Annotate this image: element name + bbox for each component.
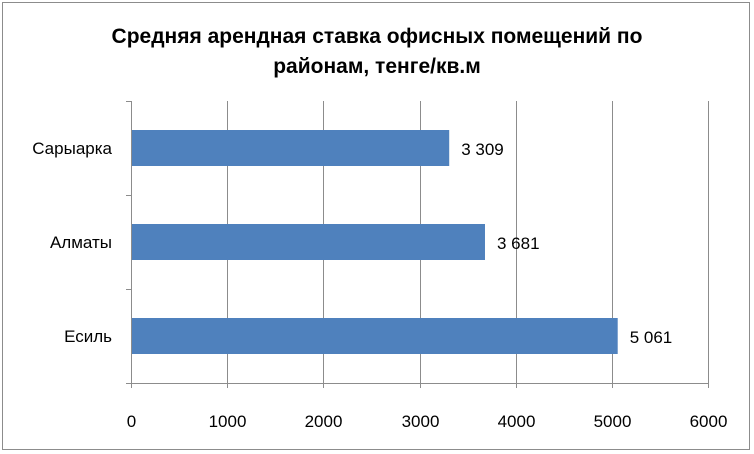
category-label: Есиль: [64, 327, 112, 346]
x-tick-label: 0: [127, 412, 136, 431]
x-tick-label: 1000: [209, 412, 247, 431]
chart-title-line-1: Средняя арендная ставка офисных помещени…: [112, 25, 643, 48]
labels: 0 1000 2000 3000 4000 5000 6000 Сарыарка 3 309 Ал…: [32, 139, 727, 431]
bar: [132, 318, 618, 354]
x-tick-label: 5000: [594, 412, 632, 431]
category-label: Алматы: [50, 233, 112, 252]
category-label: Сарыарка: [32, 139, 112, 158]
data-label: 5 061: [630, 328, 673, 347]
axes: [126, 101, 709, 388]
x-tick-label: 4000: [498, 412, 536, 431]
bar: [132, 130, 450, 166]
data-label: 3 681: [497, 234, 540, 253]
chart-title-line-2: районам, тенге/кв.м: [273, 55, 481, 78]
x-tick-label: 2000: [305, 412, 343, 431]
bars: [132, 130, 618, 354]
x-tick-label: 6000: [690, 412, 728, 431]
data-label: 3 309: [461, 140, 504, 159]
bar: [132, 224, 485, 260]
x-tick-label: 3000: [402, 412, 440, 431]
